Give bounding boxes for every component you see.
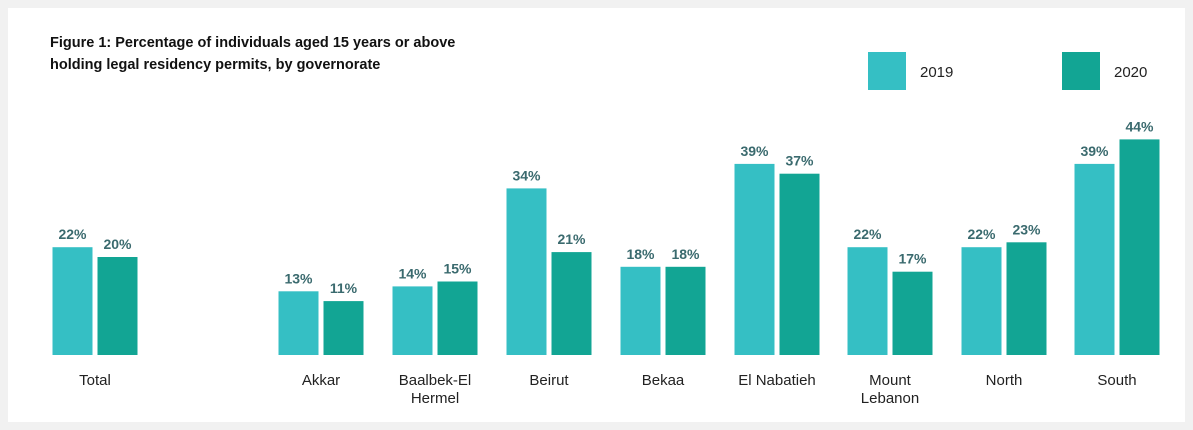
- bar: [779, 173, 820, 355]
- value-label: 22%: [967, 226, 996, 242]
- value-label: 22%: [58, 226, 87, 242]
- chart-title: Figure 1: Percentage of individuals aged…: [50, 35, 455, 51]
- legend-swatch: [1062, 52, 1100, 90]
- bar: [52, 247, 93, 355]
- x-tick-label: Total: [79, 372, 111, 389]
- value-label: 39%: [740, 143, 769, 159]
- value-label: 39%: [1080, 143, 1109, 159]
- value-label: 23%: [1012, 221, 1041, 237]
- legend-label: 2019: [920, 64, 953, 81]
- bar: [847, 247, 888, 355]
- bar: [665, 266, 706, 355]
- value-label: 14%: [398, 265, 427, 281]
- value-label: 18%: [671, 246, 700, 262]
- bar: [506, 188, 547, 355]
- x-tick-label: El Nabatieh: [738, 372, 816, 389]
- bar: [97, 257, 138, 355]
- value-label: 15%: [443, 261, 472, 277]
- value-label: 18%: [626, 246, 655, 262]
- value-label: 34%: [512, 167, 541, 183]
- bar: [1119, 139, 1160, 355]
- x-tick-label: Beirut: [529, 372, 569, 389]
- bar: [278, 291, 319, 355]
- value-label: 13%: [284, 270, 313, 286]
- legend-swatch: [868, 52, 906, 90]
- bar: [392, 286, 433, 355]
- bar: [551, 252, 592, 355]
- x-tick-label: Mount Lebanon: [860, 372, 920, 407]
- x-tick-label: Baalbek-El Hermel: [398, 372, 472, 407]
- bar: [437, 281, 478, 355]
- x-tick-label: Akkar: [301, 372, 341, 389]
- value-label: 17%: [898, 251, 927, 267]
- bar: [892, 271, 933, 355]
- x-tick-label: South: [1097, 372, 1137, 389]
- value-label: 37%: [785, 153, 814, 169]
- chart-title: holding legal residency permits, by gove…: [50, 57, 380, 73]
- value-label: 44%: [1125, 118, 1154, 134]
- x-tick-label: Bekaa: [641, 372, 685, 389]
- value-label: 11%: [330, 280, 358, 296]
- value-label: 20%: [103, 236, 132, 252]
- bar: [323, 301, 364, 355]
- bar: [1006, 242, 1047, 355]
- bar: [734, 163, 775, 355]
- bar: [1074, 163, 1115, 355]
- bar: [961, 247, 1002, 355]
- bar: [620, 266, 661, 355]
- value-label: 21%: [557, 231, 586, 247]
- value-label: 22%: [853, 226, 882, 242]
- legend-label: 2020: [1114, 64, 1147, 81]
- x-tick-label: North: [985, 372, 1023, 389]
